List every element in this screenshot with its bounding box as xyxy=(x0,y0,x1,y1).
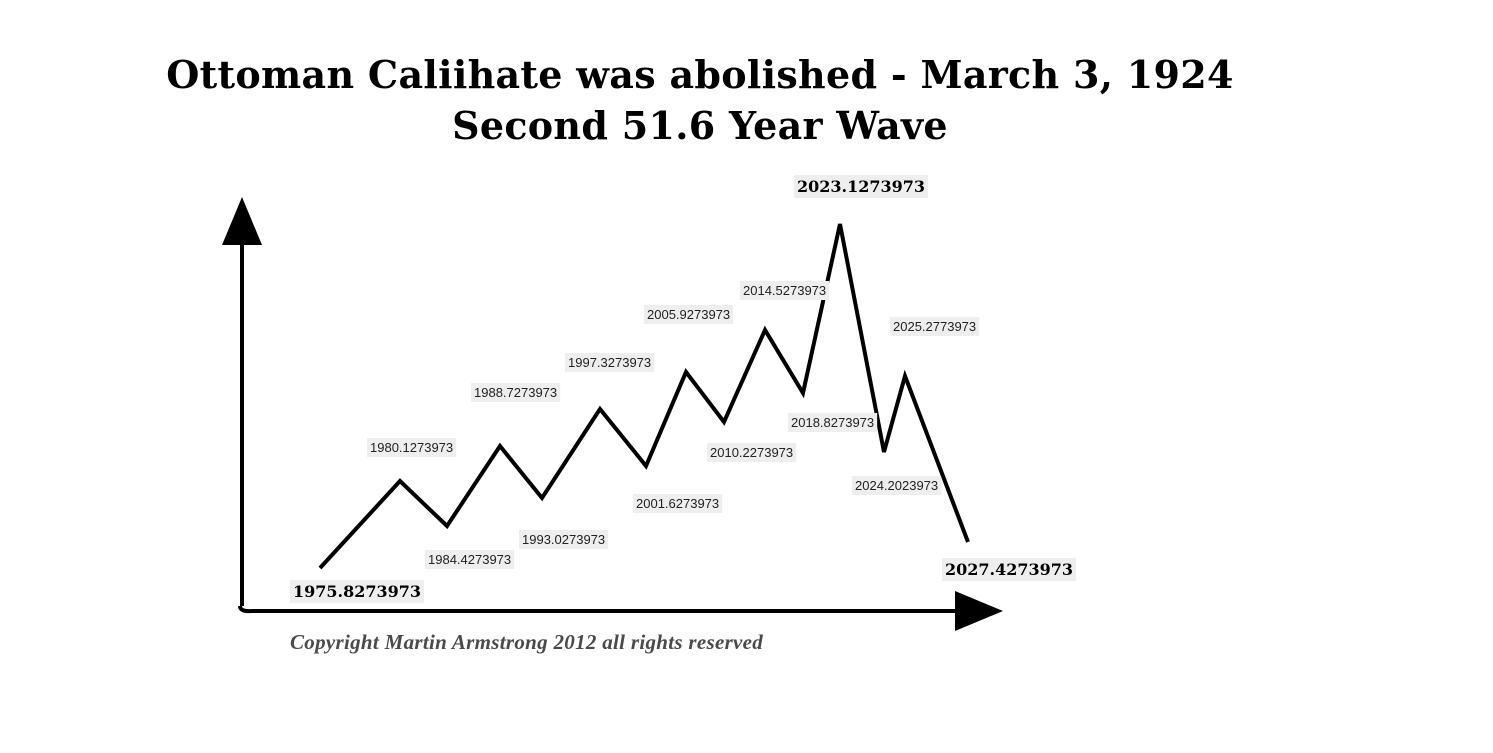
wave-point-label-bg xyxy=(942,558,1077,581)
wave-point-label-bg xyxy=(519,530,609,549)
title-line-2: Second 51.6 Year Wave xyxy=(452,103,948,148)
wave-point-label-bg xyxy=(425,550,515,569)
wave-point-label-bg xyxy=(707,443,797,462)
wave-point-label: 2014.5273973 xyxy=(743,283,826,298)
wave-point-label: 1997.3273973 xyxy=(568,355,651,370)
wave-point-label: 2024.2023973 xyxy=(855,478,938,493)
copyright-text: Copyright Martin Armstrong 2012 all righ… xyxy=(290,630,763,654)
wave-point-label-bg xyxy=(471,383,561,402)
wave-point-label: 2027.4273973 xyxy=(945,560,1073,579)
wave-point-label-bg xyxy=(367,438,457,457)
wave-point-label: 2010.2273973 xyxy=(710,445,793,460)
wave-point-label: 1984.4273973 xyxy=(428,552,511,567)
wave-point-label: 1975.8273973 xyxy=(293,582,421,601)
wave-point-label: 2001.6273973 xyxy=(636,496,719,511)
wave-line xyxy=(318,223,970,570)
wave-point-label-bg xyxy=(290,580,425,603)
wave-point-label: 1988.7273973 xyxy=(474,385,557,400)
wave-point-label: 1993.0273973 xyxy=(522,532,605,547)
wave-point-label-bg xyxy=(852,476,942,495)
wave-point-label-bg xyxy=(794,175,929,198)
wave-point-label-bg xyxy=(644,305,734,324)
title-line-1: Ottoman Caliihate was abolished - March … xyxy=(166,52,1234,97)
wave-point-label-bg xyxy=(890,317,980,336)
wave-point-label: 1980.1273973 xyxy=(370,440,453,455)
wave-point-label-bg xyxy=(740,281,830,300)
wave-point-label-bg xyxy=(633,494,723,513)
x-axis xyxy=(238,591,1003,631)
wave-point-label-bg xyxy=(565,353,655,372)
wave-point-label: 2005.9273973 xyxy=(647,307,730,322)
wave-labels: 1975.8273973 1980.1273973 1984.4273973 1988… xyxy=(290,175,1077,603)
wave-point-label-bg xyxy=(788,413,878,432)
wave-point-label: 2018.8273973 xyxy=(791,415,874,430)
wave-point-label: 2025.2773973 xyxy=(893,319,976,334)
wave-point-label: 2023.1273973 xyxy=(797,177,925,196)
